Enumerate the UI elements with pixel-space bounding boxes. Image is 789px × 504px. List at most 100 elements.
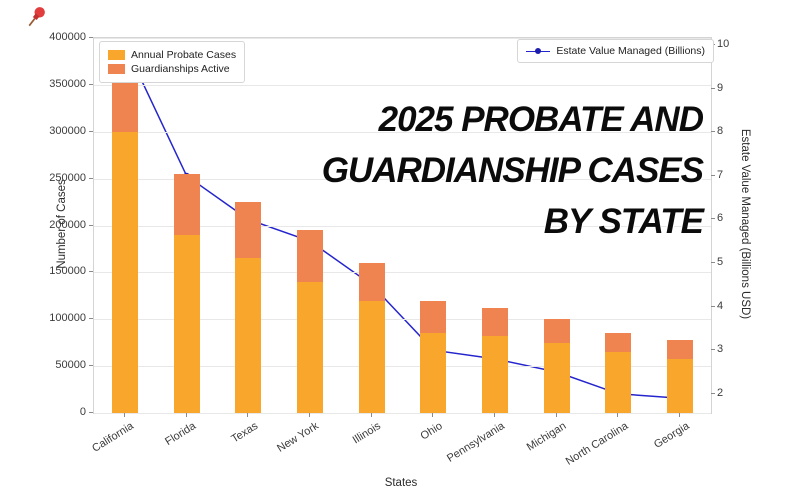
y-tick-label: 50000 — [55, 359, 86, 372]
y-tick-mark — [89, 83, 93, 85]
bar-segment-probate — [111, 131, 138, 413]
y2-tick-label: 3 — [717, 343, 724, 356]
x-tick-mark — [308, 413, 310, 417]
probate-swatch — [108, 50, 125, 60]
h-gridline — [94, 225, 711, 227]
x-tick-label: Michigan — [524, 420, 569, 454]
h-gridline — [94, 366, 711, 368]
y2-tick-mark — [711, 262, 715, 263]
x-tick-label: New York — [275, 420, 322, 455]
chart-title-line-3: BY STATE — [543, 202, 704, 241]
x-tick-mark — [432, 413, 434, 417]
guardianship-swatch — [108, 64, 125, 74]
bar-segment-probate — [173, 234, 200, 413]
chart-title: 2025 PROBATE AND GUARDIANSHIP CASES BY S… — [321, 94, 704, 247]
h-gridline — [94, 413, 711, 414]
h-gridline — [94, 178, 711, 180]
bar-segment-guardianship — [235, 202, 262, 259]
y2-tick-mark — [711, 87, 715, 89]
y-tick-mark — [89, 130, 93, 132]
y2-tick-mark — [711, 349, 715, 351]
bar-segment-guardianship — [420, 300, 447, 334]
y-tick-mark — [89, 37, 93, 38]
chart-title-line-1: 2025 PROBATE AND — [378, 100, 704, 139]
bar-segment-guardianship — [358, 263, 385, 301]
y2-tick-mark — [711, 392, 715, 394]
y2-tick-label: 7 — [717, 168, 724, 181]
y2-tick-label: 2 — [717, 386, 724, 399]
y-tick-mark — [89, 224, 93, 226]
legend-item-probate: Annual Probate Cases — [108, 49, 236, 61]
y-tick-mark — [89, 177, 93, 179]
y-tick-label: 400000 — [49, 31, 86, 43]
x-tick-mark — [679, 413, 681, 417]
bar-segment-guardianship — [667, 339, 694, 359]
y2-tick-label: 5 — [717, 256, 724, 268]
y-tick-label: 350000 — [49, 77, 86, 90]
y2-tick-mark — [711, 305, 715, 307]
legend-label-guardianship: Guardianships Active — [131, 63, 230, 75]
h-gridline — [94, 319, 711, 321]
x-tick-mark — [494, 413, 496, 417]
y2-tick-mark — [711, 174, 715, 176]
x-tick-mark — [617, 413, 619, 417]
bar-segment-probate — [543, 342, 570, 413]
chart-title-line-2: GUARDIANSHIP CASES — [321, 151, 704, 190]
x-tick-mark — [370, 413, 372, 417]
legend-item-guardianship: Guardianships Active — [108, 63, 236, 75]
line-legend: Estate Value Managed (Billions) — [517, 39, 714, 63]
plot-area: Annual Probate Cases Guardianships Activ… — [93, 37, 714, 414]
x-tick-label: Georgia — [651, 420, 692, 451]
y-tick-label: 300000 — [49, 124, 86, 137]
h-gridline — [94, 84, 711, 86]
x-tick-mark — [247, 413, 249, 417]
bar-segment-guardianship — [605, 333, 632, 353]
pushpin-icon — [22, 3, 50, 31]
bar-segment-probate — [235, 258, 262, 413]
x-tick-mark — [123, 413, 125, 417]
bar-segment-guardianship — [543, 319, 570, 343]
x-tick-label: Texas — [228, 420, 260, 446]
x-tick-label: California — [90, 420, 137, 455]
y-tick-label: 250000 — [49, 171, 86, 184]
x-axis-title: States — [384, 477, 418, 489]
y2-tick-mark — [711, 218, 715, 220]
y2-axis-title: Estate Value Managed (Billions USD) — [739, 128, 751, 320]
y2-tick-label: 10 — [717, 37, 730, 50]
bar-segment-probate — [420, 333, 447, 413]
y2-tick-label: 8 — [717, 125, 724, 138]
bar-segment-probate — [358, 300, 385, 413]
y-tick-label: 200000 — [49, 218, 86, 231]
h-gridline — [94, 131, 711, 133]
x-tick-label: Illinois — [350, 420, 384, 447]
bar-segment-guardianship — [173, 173, 200, 235]
bar-segment-probate — [296, 281, 323, 413]
h-gridline — [94, 38, 711, 39]
y2-tick-label: 4 — [717, 299, 724, 312]
legend-label-probate: Annual Probate Cases — [131, 49, 237, 61]
line-legend-marker — [526, 48, 551, 55]
y2-tick-label: 6 — [717, 212, 724, 225]
y2-tick-mark — [711, 131, 715, 133]
y-tick-mark — [89, 318, 93, 320]
bar-legend: Annual Probate Cases Guardianships Activ… — [99, 41, 246, 83]
y-tick-label: 150000 — [49, 265, 86, 278]
h-gridline — [94, 272, 711, 274]
x-tick-mark — [555, 413, 557, 417]
y2-tick-label: 9 — [717, 81, 724, 94]
x-tick-label: Pennsylvania — [444, 420, 507, 465]
y-tick-label: 100000 — [49, 312, 86, 325]
bar-segment-probate — [667, 358, 694, 413]
x-tick-label: Ohio — [418, 420, 445, 443]
bar-segment-guardianship — [482, 308, 509, 337]
y-tick-mark — [89, 412, 93, 413]
x-tick-label: Florida — [163, 420, 198, 448]
y-tick-mark — [89, 271, 93, 273]
bar-segment-guardianship — [296, 230, 323, 282]
x-tick-label: North Carolina — [563, 420, 630, 468]
y-tick-label: 0 — [79, 406, 86, 418]
legend-label-estate-line: Estate Value Managed (Billions) — [556, 45, 705, 57]
bar-segment-probate — [482, 336, 509, 413]
x-tick-mark — [185, 413, 187, 417]
